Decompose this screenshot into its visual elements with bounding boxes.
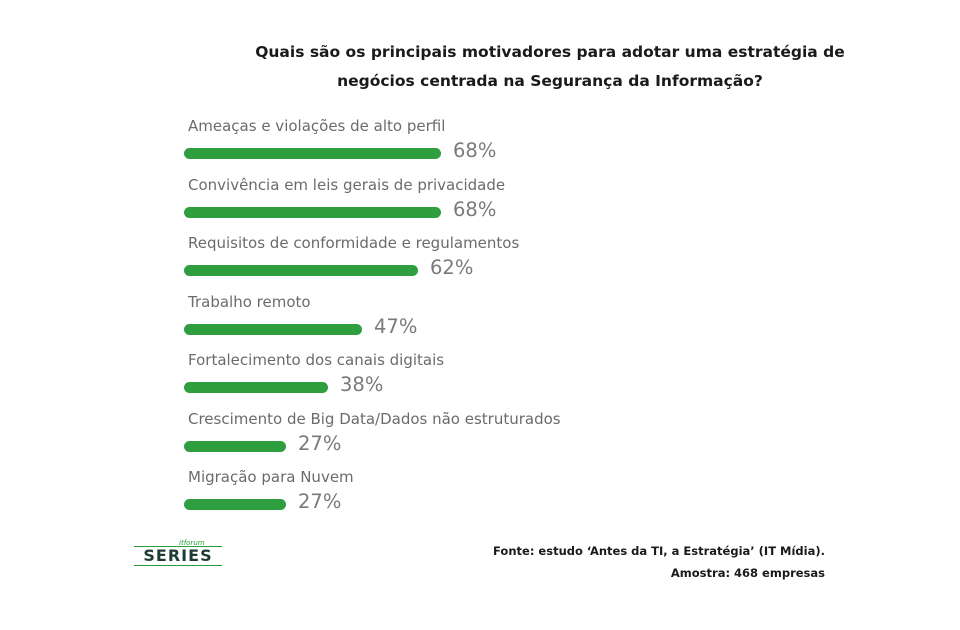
category-label: Fortalecimento dos canais digitais	[188, 351, 445, 369]
chart-title-line-1: Quais são os principais motivadores para…	[255, 43, 845, 61]
bar	[184, 323, 362, 335]
value-label: 68%	[453, 139, 497, 162]
chart-title-line-2: negócios centrada na Segurança da Inform…	[337, 72, 763, 90]
category-label: Convivência em leis gerais de privacidad…	[188, 175, 506, 194]
bar	[184, 499, 286, 510]
bar	[184, 206, 441, 218]
bar	[184, 382, 328, 393]
category-label: Trabalho remoto	[188, 292, 311, 311]
category-label: Ameaças e violações de alto perfil	[188, 117, 446, 135]
logo-small-text: itforum	[179, 539, 205, 547]
value-label: 47%	[374, 314, 418, 338]
value-label: 27%	[298, 490, 342, 513]
itforum-series-logo: itforum SERIES	[134, 539, 222, 569]
category-label: Migração para Nuvem	[188, 468, 354, 486]
chart-title: Quais são os principais motivadores para…	[240, 38, 860, 96]
value-label: 62%	[430, 256, 474, 279]
value-label: 38%	[340, 373, 384, 396]
value-label: 27%	[298, 431, 342, 455]
bar	[184, 265, 418, 276]
bar	[184, 148, 441, 159]
bar	[184, 440, 286, 452]
logo-main-text: SERIES	[134, 546, 222, 566]
value-label: 68%	[453, 197, 497, 221]
sample-note: Amostra: 468 empresas	[670, 566, 825, 580]
category-label: Requisitos de conformidade e regulamento…	[188, 234, 520, 252]
source-note: Fonte: estudo ‘Antes da TI, a Estratégia…	[493, 544, 825, 558]
category-label: Crescimento de Big Data/Dados não estrut…	[188, 409, 561, 428]
